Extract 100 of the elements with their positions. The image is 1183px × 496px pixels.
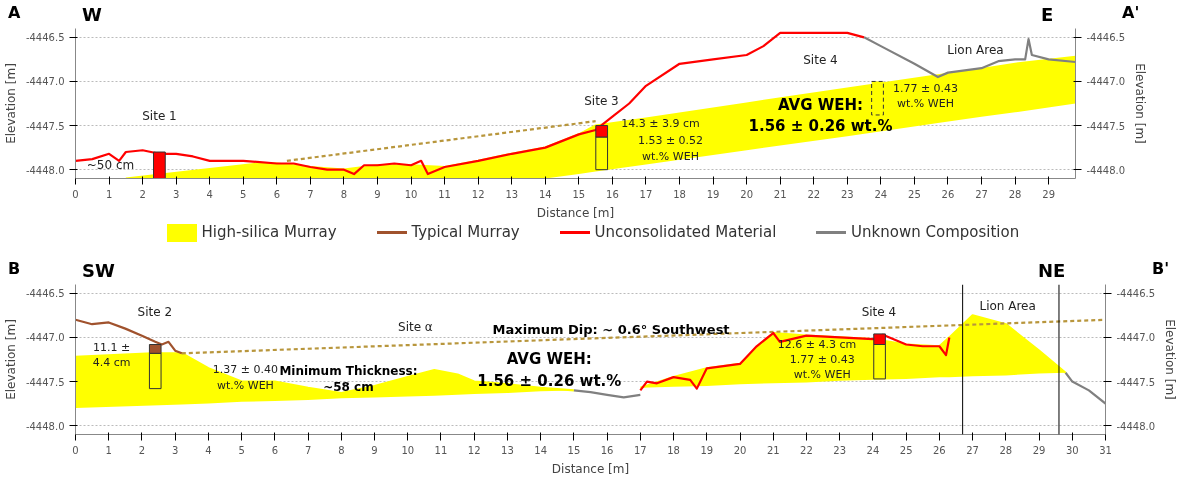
y2-tick-label: -4446.5 (1086, 32, 1126, 44)
annotation: Maximum Dip: ~ 0.6° Southwest (492, 322, 730, 337)
x-tick-label: 26 (933, 444, 946, 456)
y2-tick-label: -4447.5 (1086, 120, 1126, 132)
annotation: Lion Area (947, 42, 1004, 57)
x-tick-label: 9 (371, 444, 378, 456)
y-tick-label: -4447.0 (25, 332, 65, 344)
text: B' (1152, 258, 1170, 280)
x-tick-label: 5 (238, 444, 245, 456)
annotation: Site 4 (861, 304, 897, 319)
legend-label: Unknown Composition (851, 223, 1020, 241)
x-tick-label: 2 (139, 188, 146, 200)
legend-label: Typical Murray (411, 223, 520, 241)
x-tick-label: 0 (72, 444, 79, 456)
x-tick-label: 8 (338, 444, 345, 456)
x-tick-label: 24 (874, 188, 888, 200)
x-tick-label: 2 (138, 444, 146, 456)
x-tick-label: 10 (401, 444, 415, 456)
x-tick-label: 22 (800, 444, 813, 456)
annotation: 12.6 ± 4.3 cm (777, 338, 857, 351)
x-tick-label: 8 (340, 188, 348, 200)
y2-tick-label: -4447.5 (1116, 376, 1156, 388)
x-tick-label: 18 (667, 444, 680, 456)
y-axis-title: Elevation [m] (3, 319, 18, 400)
x-tick-label: 7 (307, 188, 314, 200)
y-tick-label: -4447.5 (25, 376, 65, 388)
x-tick-label: 9 (374, 188, 381, 200)
annotation: ~50 cm (86, 158, 135, 172)
y2-tick-label: -4448.0 (1086, 164, 1126, 176)
x-tick-label: 13 (505, 188, 519, 200)
y-tick-label: -4448.0 (25, 420, 65, 432)
y2-tick-label: -4447.0 (1086, 76, 1126, 88)
x-tick-label: 4 (205, 444, 212, 456)
x-tick-label: 1 (105, 444, 112, 456)
x-axis-title: Distance [m] (551, 461, 630, 476)
x-tick-label: 27 (966, 444, 979, 456)
annotation: Site 3 (584, 93, 619, 108)
y-tick-label: -4447.5 (25, 120, 65, 132)
y2-axis-title: Elevation [m] (1133, 63, 1148, 144)
x-tick-label: 15 (567, 444, 581, 456)
x-tick-label: 22 (807, 188, 821, 200)
x-tick-label: 18 (673, 188, 686, 200)
text: SW (82, 259, 115, 283)
x-tick-label: 14 (538, 188, 552, 200)
line-series (75, 318, 183, 355)
x-tick-label: 6 (271, 444, 279, 456)
annotation: Site 1 (142, 108, 177, 123)
y-tick-label: -4446.5 (25, 288, 65, 300)
bar (871, 80, 884, 116)
x-tick-label: 25 (899, 444, 913, 456)
x-tick-label: 25 (908, 188, 921, 200)
x-tick-label: 7 (304, 444, 312, 456)
annotation: 1.37 ± 0.40 wt.% WEH (212, 363, 279, 392)
y2-tick-label: -4446.5 (1116, 288, 1156, 300)
x-tick-label: 16 (600, 444, 614, 456)
legend-label: High-silica Murray (201, 223, 337, 241)
annotation: Lion Area (979, 298, 1036, 313)
x-tick-label: 17 (639, 188, 653, 200)
annotation: 11.1 ± 4.4 cm (92, 340, 131, 370)
x-tick-label: 23 (840, 188, 854, 200)
y2-axis-title: Elevation [m] (1163, 319, 1178, 400)
text: W (82, 3, 102, 27)
y2-tick-label: -4447.0 (1116, 332, 1156, 344)
x-tick-label: 11 (434, 444, 448, 456)
text: B (8, 258, 21, 280)
legend-label: Unconsolidated Material (594, 223, 777, 241)
annotation: 1.77 ± 0.43 wt.% WEH (789, 352, 855, 382)
y-axis-title: Elevation [m] (3, 63, 18, 144)
y-tick-label: -4448.0 (25, 164, 65, 176)
text: A (8, 2, 21, 24)
x-tick-label: 21 (766, 444, 780, 456)
annotation: AVG WEH: 1.56 ± 0.26 wt.% (748, 95, 893, 136)
x-tick-label: 4 (206, 188, 213, 200)
y-tick-label: -4446.5 (25, 32, 65, 44)
x-tick-label: 20 (740, 188, 754, 200)
x-tick-label: 16 (606, 188, 619, 200)
x-tick-label: 24 (866, 444, 880, 456)
x-tick-label: 14 (534, 444, 548, 456)
annotation: 1.77 ± 0.43 wt.% WEH (892, 81, 959, 111)
x-tick-label: 30 (1065, 444, 1079, 456)
x-tick-label: 15 (572, 188, 586, 200)
x-tick-label: 12 (471, 188, 485, 200)
x-tick-label: 28 (999, 444, 1013, 456)
line-series (572, 389, 642, 399)
annotation: Site 4 (803, 53, 838, 67)
x-tick-label: 3 (172, 444, 179, 456)
x-tick-label: 3 (172, 188, 180, 200)
x-tick-label: 20 (733, 444, 747, 456)
x-tick-label: 5 (240, 188, 247, 200)
x-tick-label: 19 (706, 188, 720, 200)
x-tick-label: 19 (700, 444, 714, 456)
x-tick-label: 1 (105, 188, 113, 200)
x-tick-label: 17 (633, 444, 647, 456)
y2-tick-label: -4448.0 (1116, 420, 1156, 432)
annotation: Site α (398, 319, 433, 334)
x-axis-title: Distance [m] (536, 205, 615, 220)
x-tick-label: 6 (273, 188, 281, 200)
text: NE (1038, 259, 1066, 283)
x-tick-label: 13 (501, 444, 514, 456)
x-tick-label: 10 (404, 188, 418, 200)
